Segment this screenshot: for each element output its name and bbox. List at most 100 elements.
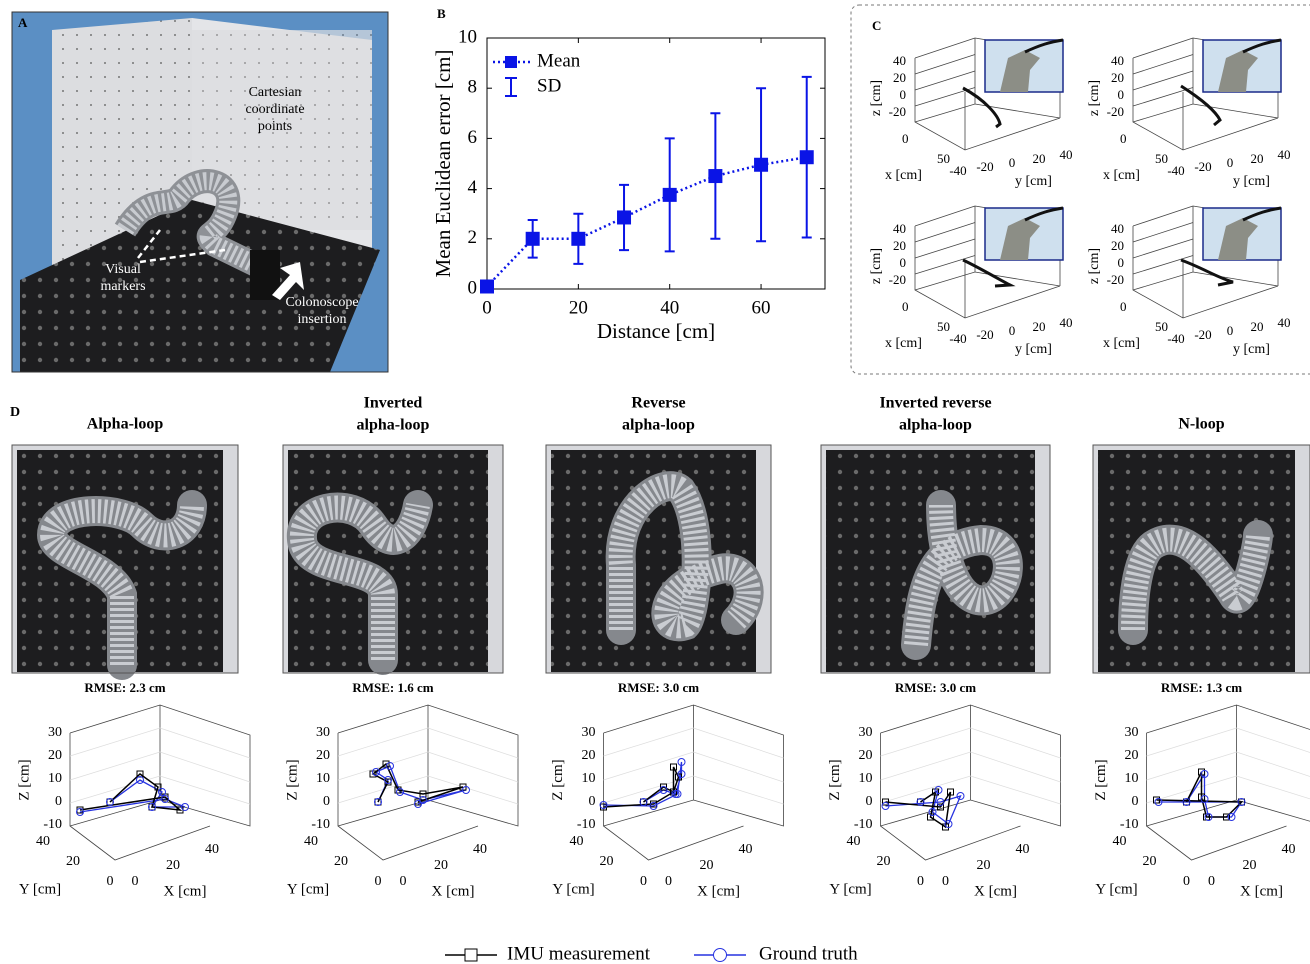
z-axis-label: Z [cm]: [16, 759, 32, 800]
z-tick-label: 0: [900, 255, 907, 270]
y-axis-label: y [cm]: [1015, 342, 1052, 357]
x-tick-label: 20: [166, 858, 180, 873]
box-edges: [1147, 705, 1310, 860]
x-tick-label: 20: [569, 297, 588, 318]
y-axis-label: Y [cm]: [19, 881, 61, 897]
z-tick-label: 20: [1111, 70, 1124, 85]
x-tick-label: 40: [660, 297, 679, 318]
x-tick-label: 0: [1208, 874, 1215, 889]
z-tick-label: 0: [900, 87, 907, 102]
annotation: Cartesian: [249, 85, 302, 100]
y-axis-label: y [cm]: [1233, 174, 1270, 189]
x-tick-label: 0: [942, 874, 949, 889]
y-tick-label: 20: [600, 854, 614, 869]
mean-line: [487, 157, 807, 286]
y-tick-label: 40: [304, 834, 318, 849]
y-tick-label: -20: [976, 159, 993, 174]
z-tick-label: 0: [1118, 87, 1125, 102]
z-tick-label: -20: [1107, 272, 1124, 287]
loop-title: Reverse: [631, 395, 685, 412]
loop-title: alpha-loop: [899, 417, 972, 434]
loop-plot: 3020100-104020002040Z [cm]Y [cm]X [cm]: [284, 705, 518, 899]
y-axis-label: Y [cm]: [552, 881, 594, 897]
z-axis-label: z [cm]: [1087, 80, 1102, 116]
z-tick-label: 30: [48, 725, 62, 740]
plot-c: 40200-20050-40-2002040x [cm]y [cm]z [cm]: [869, 206, 1072, 357]
x-tick-label: 0: [132, 874, 139, 889]
z-axis-label: Z [cm]: [827, 759, 843, 800]
legend-label: Ground truth: [759, 943, 858, 964]
axis-line: [915, 71, 975, 90]
x-tick-label: 20: [434, 858, 448, 873]
x-axis-label: x [cm]: [885, 336, 922, 351]
legend-label: Mean: [537, 50, 581, 71]
y-tick-label: 20: [877, 854, 891, 869]
x-tick-label: 40: [1016, 842, 1030, 857]
traces: [1154, 769, 1246, 821]
z-axis-label: Z [cm]: [550, 759, 566, 800]
y-axis-label: y [cm]: [1233, 342, 1270, 357]
rmse-label: RMSE: 3.0 cm: [895, 680, 976, 695]
z-tick-label: 0: [1118, 255, 1125, 270]
z-tick-label: 0: [589, 794, 596, 809]
annotation: points: [258, 119, 292, 134]
rmse-label: RMSE: 1.6 cm: [352, 680, 433, 695]
loop-plot: 3020100-104020002040Z [cm]Y [cm]X [cm]: [1093, 705, 1310, 899]
x-tick-label: 40: [739, 842, 753, 857]
legend-marker: [714, 949, 727, 962]
loop-plot: 3020100-104020002040Z [cm]Y [cm]X [cm]: [550, 705, 784, 899]
z-tick-label: 0: [55, 794, 62, 809]
z-tick-label: -20: [1107, 104, 1124, 119]
x-tick-label: 20: [977, 858, 991, 873]
y-tick-label: 0: [1227, 155, 1234, 170]
axis-line: [1133, 223, 1193, 243]
z-tick-label: 10: [582, 771, 596, 786]
legend-label: IMU measurement: [507, 943, 651, 964]
y-tick-label: 20: [1033, 319, 1046, 334]
y-tick-label: 8: [468, 77, 478, 98]
panel-label: A: [18, 15, 28, 30]
y-tick-label: 20: [1143, 854, 1157, 869]
y-tick-label: 0: [468, 277, 478, 298]
y-tick-label: -40: [949, 163, 966, 178]
y-axis-label: Y [cm]: [1095, 881, 1137, 897]
z-tick-label: -20: [889, 272, 906, 287]
loop-title: Inverted reverse: [879, 395, 991, 412]
y-tick-label: 40: [1278, 147, 1291, 162]
z-tick-label: 10: [48, 771, 62, 786]
x-tick-label: 20: [700, 858, 714, 873]
z-tick-label: -10: [854, 817, 873, 832]
mean-marker: [617, 210, 631, 224]
traces: [600, 759, 685, 811]
x-axis-label: X [cm]: [164, 883, 207, 899]
z-tick-label: -10: [577, 817, 596, 832]
y-tick-label: 2: [468, 227, 478, 248]
box-grid: [1147, 728, 1310, 804]
annotation: insertion: [298, 312, 347, 327]
x-axis-label: X [cm]: [974, 883, 1017, 899]
x-tick-label: 0: [1120, 299, 1127, 314]
x-axis-label: x [cm]: [1103, 168, 1140, 183]
y-tick-label: 10: [458, 26, 477, 47]
x-tick-label: 0: [482, 297, 492, 318]
panel-label: D: [10, 405, 20, 420]
mean-marker: [663, 188, 677, 202]
z-tick-label: 20: [1125, 748, 1139, 763]
loop-title: Inverted: [364, 395, 423, 412]
z-axis-label: z [cm]: [1087, 248, 1102, 284]
y-tick-label: 0: [1009, 155, 1016, 170]
legend-label: SD: [537, 75, 561, 96]
y-tick-label: 20: [334, 854, 348, 869]
y-tick-label: 4: [468, 177, 478, 198]
y-tick-label: 0: [640, 874, 647, 889]
axis-line: [915, 223, 975, 243]
loop-title: alpha-loop: [622, 417, 695, 434]
z-tick-label: 30: [316, 725, 330, 740]
axis-line: [1133, 256, 1193, 275]
z-axis-label: z [cm]: [869, 248, 884, 284]
x-tick-label: 50: [1155, 319, 1168, 334]
z-tick-label: 0: [323, 794, 330, 809]
z-tick-label: -10: [311, 817, 330, 832]
y-axis-label: Y [cm]: [829, 881, 871, 897]
